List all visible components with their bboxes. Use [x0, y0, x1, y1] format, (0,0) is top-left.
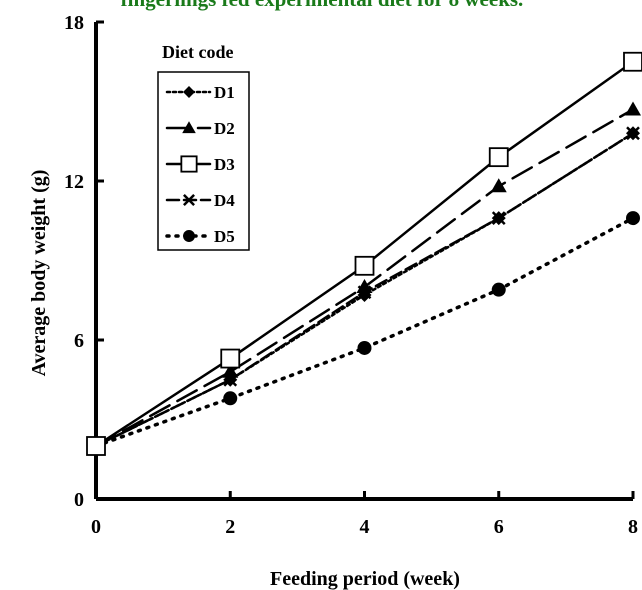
- data-point-d3: [623, 51, 642, 72]
- x-tick-label: 6: [494, 516, 504, 538]
- y-tick-label: 6: [74, 330, 84, 352]
- data-point-d5: [626, 211, 640, 226]
- legend-marker: [180, 155, 198, 173]
- legend-background: [145, 33, 255, 263]
- legend-marker: [183, 230, 195, 242]
- x-tick-label: 2: [225, 516, 235, 538]
- data-point-d1: [626, 126, 640, 141]
- legend-marker: [182, 121, 196, 134]
- y-axis-label: Average body weight (g): [28, 170, 50, 377]
- legend-label: D4: [214, 191, 235, 210]
- data-point-d5: [357, 340, 372, 355]
- legend-box: [157, 71, 250, 251]
- data-point-d2: [625, 101, 641, 116]
- legend-title: Diet code: [162, 42, 233, 62]
- legend-item-d5: D5: [165, 227, 235, 246]
- axis-ticks: 0 2 4 6 8 0 6 12 18: [64, 12, 638, 538]
- x-tick-label: 4: [360, 516, 370, 538]
- data-point-d2: [490, 178, 507, 193]
- x-tick-label: 0: [91, 516, 101, 538]
- data-point-d3: [220, 348, 241, 369]
- data-point-d3: [354, 255, 375, 276]
- legend-marker: [183, 194, 195, 206]
- legend-label: D3: [214, 155, 235, 174]
- legend-items: D1 D2 D3 D4 D5: [165, 83, 235, 246]
- data-point-d2: [222, 363, 239, 378]
- plot-area: 0 2 4 6 8 0 6 12 18: [64, 12, 642, 538]
- y-tick-label: 18: [64, 12, 84, 34]
- legend-marker: [183, 86, 195, 98]
- legend-item-d1: D1: [165, 83, 235, 102]
- legend-item-d3: D3: [165, 155, 235, 174]
- x-tick-label: 8: [628, 516, 638, 538]
- data-point-d1: [491, 211, 506, 226]
- legend-item-d4: D4: [165, 191, 235, 210]
- data-point-d5: [223, 391, 238, 406]
- legend-label: D1: [214, 83, 235, 102]
- series-group: [86, 51, 642, 456]
- x-marker-stroke: [183, 194, 195, 206]
- series-d3: [86, 51, 642, 456]
- legend-label: D5: [214, 227, 235, 246]
- legend: Diet code D1 D2 D3 D4 D5: [145, 33, 255, 263]
- legend-label: D2: [214, 119, 235, 138]
- legend-item-d2: D2: [165, 119, 235, 138]
- y-tick-label: 0: [74, 489, 84, 511]
- data-point-d2: [356, 279, 373, 293]
- data-point-d3: [86, 436, 106, 456]
- y-tick-label: 12: [64, 171, 84, 193]
- chart-title: fingerlings fed experimental diet for 8 …: [121, 0, 524, 11]
- data-point-d3: [488, 147, 509, 168]
- x-axis-label: Feeding period (week): [270, 568, 460, 590]
- data-point-d5: [491, 282, 506, 297]
